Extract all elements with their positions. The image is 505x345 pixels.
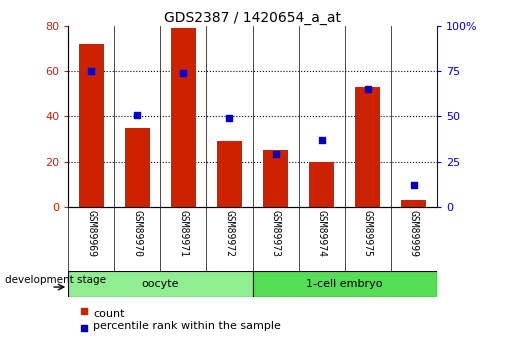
Point <box>272 152 280 157</box>
Point <box>225 116 233 121</box>
Point <box>80 308 88 314</box>
Point <box>318 137 326 143</box>
Bar <box>217 141 242 207</box>
Bar <box>125 128 150 207</box>
Title: GDS2387 / 1420654_a_at: GDS2387 / 1420654_a_at <box>164 11 341 25</box>
Point <box>179 70 187 76</box>
Bar <box>263 150 288 207</box>
Text: GSM89971: GSM89971 <box>178 210 188 257</box>
Text: development stage: development stage <box>5 275 106 285</box>
Text: oocyte: oocyte <box>141 279 179 289</box>
Bar <box>309 162 334 207</box>
Bar <box>252 271 437 297</box>
Text: GSM89975: GSM89975 <box>363 210 373 257</box>
Text: GSM89969: GSM89969 <box>86 210 96 257</box>
Text: GSM89972: GSM89972 <box>224 210 234 257</box>
Text: GSM89973: GSM89973 <box>271 210 281 257</box>
Text: percentile rank within the sample: percentile rank within the sample <box>93 321 281 331</box>
Point <box>364 87 372 92</box>
Bar <box>79 44 104 207</box>
Text: GSM89999: GSM89999 <box>409 210 419 257</box>
Text: GSM89970: GSM89970 <box>132 210 142 257</box>
Text: GSM89974: GSM89974 <box>317 210 327 257</box>
Point <box>410 183 418 188</box>
Text: count: count <box>93 309 125 319</box>
Bar <box>355 87 380 207</box>
Bar <box>68 271 252 297</box>
Point <box>80 325 88 330</box>
Text: 1-cell embryo: 1-cell embryo <box>307 279 383 289</box>
Point <box>133 112 141 117</box>
Bar <box>171 28 196 207</box>
Bar <box>401 200 426 207</box>
Point <box>87 68 95 74</box>
